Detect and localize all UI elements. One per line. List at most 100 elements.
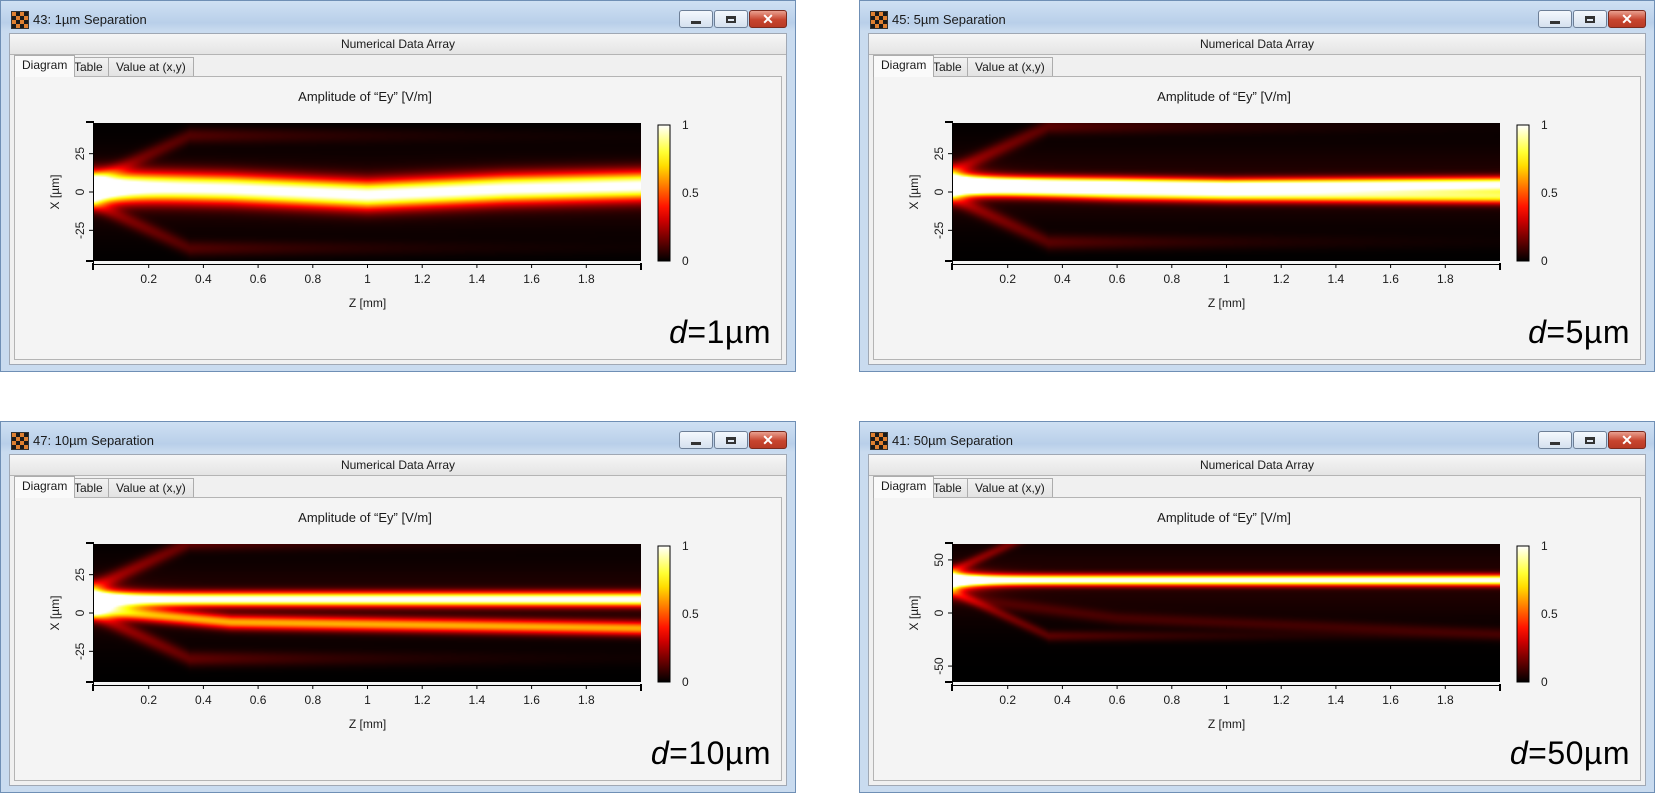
plot-title: Amplitude of “Ey” [V/m] [1157,510,1291,525]
maximize-icon [726,436,736,444]
colorbar-tick-label: 0 [682,254,689,268]
tab-diagram[interactable]: Diagram [14,55,76,77]
plot-title: Amplitude of “Ey” [V/m] [1157,89,1291,104]
heatmap-plot[interactable]: 0.2 0.4 0.6 0.8 1 1.2 1.4 1.6 1.8 Z [mm] 25 0 -25 X [… [15,77,785,367]
plot-title: Amplitude of “Ey” [V/m] [298,510,432,525]
separation-value: =50µm [1528,735,1630,771]
colorbar: 10.50 [1516,539,1558,689]
x-tick-label: 1.8 [578,272,595,286]
colorbar-tick-label: 0 [682,675,689,689]
tab-diagram[interactable]: Diagram [873,55,935,77]
x-tick-label: 1.2 [1273,693,1290,707]
x-tick-label: 1.2 [1273,272,1290,286]
close-button[interactable]: ✕ [749,431,787,449]
x-tick-label: 1.6 [523,693,540,707]
window-title: 45: 5µm Separation [892,12,1006,27]
x-axis-label: Z [mm] [1208,717,1245,731]
window-1um-separation: 43: 1µm Separation ✕ Numerical Data Arra… [0,0,796,372]
x-axis-label: Z [mm] [1208,296,1245,310]
maximize-button[interactable] [714,431,748,449]
x-tick-label: 0.8 [304,272,321,286]
close-button[interactable]: ✕ [1608,10,1646,28]
separation-variable: d [1528,314,1547,350]
title-bar[interactable]: 47: 10µm Separation ✕ [1,422,795,458]
colorbar-tick-label: 1 [682,539,689,553]
tab-value-at-xy[interactable]: Value at (x,y) [108,478,194,498]
y-tick-label: -25 [932,221,946,239]
y-tick-label: 0 [73,609,87,616]
separation-value: =5µm [1546,314,1630,350]
x-tick-label: 1.6 [1382,272,1399,286]
maximize-icon [726,15,736,23]
minimize-button[interactable] [1538,431,1572,449]
diagram-panel: Amplitude of “Ey” [V/m] 0.2 0.4 0.6 0.8 1 1.2… [873,76,1641,360]
close-button[interactable]: ✕ [1608,431,1646,449]
minimize-icon [1550,20,1560,24]
y-tick-label: 25 [932,147,946,161]
minimize-button[interactable] [679,431,713,449]
tab-value-at-xy[interactable]: Value at (x,y) [967,478,1053,498]
y-tick-label: 25 [73,147,87,161]
heatmap-plot[interactable]: 0.2 0.4 0.6 0.8 1 1.2 1.4 1.6 1.8 Z [mm] 25 0 -25 X [… [15,498,785,788]
colorbar: 10.50 [1516,118,1558,268]
heatmap-image [953,544,1500,682]
colorbar-tick-label: 1 [682,118,689,132]
title-bar[interactable]: 41: 50µm Separation ✕ [860,422,1654,458]
axes: 0.2 0.4 0.6 0.8 1 1.2 1.4 1.6 1.8 Z [mm] 25 0 -25 X [… [48,121,642,310]
tab-diagram[interactable]: Diagram [873,476,935,498]
heatmap-plot[interactable]: 0.2 0.4 0.6 0.8 1 1.2 1.4 1.6 1.8 Z [mm] 50 0 -50 X [… [874,498,1644,788]
minimize-icon [1550,441,1560,445]
heatmap-plot[interactable]: 0.2 0.4 0.6 0.8 1 1.2 1.4 1.6 1.8 Z [mm] 25 0 -25 X [… [874,77,1644,367]
x-tick-label: 1.4 [1328,272,1345,286]
y-tick-label: 0 [932,609,946,616]
title-bar[interactable]: 45: 5µm Separation ✕ [860,1,1654,37]
x-tick-label: 1 [1223,272,1230,286]
minimize-button[interactable] [1538,10,1572,28]
tab-value-at-xy[interactable]: Value at (x,y) [967,57,1053,77]
separation-label: d=50µm [1510,735,1630,772]
heatmap-image [94,123,641,261]
axes: 0.2 0.4 0.6 0.8 1 1.2 1.4 1.6 1.8 Z [mm] 25 0 -25 X [… [907,121,1501,310]
close-button[interactable]: ✕ [749,10,787,28]
y-tick-label: 0 [73,188,87,195]
maximize-icon [1585,436,1595,444]
window-10um-separation: 47: 10µm Separation ✕ Numerical Data Arr… [0,421,796,793]
section-title: Numerical Data Array [869,455,1645,476]
x-axis-label: Z [mm] [349,296,386,310]
x-tick-label: 1.8 [578,693,595,707]
close-icon: ✕ [762,432,774,448]
title-bar[interactable]: 43: 1µm Separation ✕ [1,1,795,37]
x-tick-label: 0.4 [1054,693,1071,707]
maximize-button[interactable] [1573,431,1607,449]
diagram-panel: Amplitude of “Ey” [V/m] 0.2 0.4 0.6 0.8 1 1.2… [873,497,1641,781]
app-icon [870,11,888,29]
y-axis-label: X [µm] [48,175,62,210]
app-icon [11,432,29,450]
diagram-panel: Amplitude of “Ey” [V/m] 0.2 0.4 0.6 0.8 1 1.2… [14,497,782,781]
x-tick-label: 0.2 [999,693,1016,707]
x-tick-label: 0.6 [250,693,267,707]
window-title: 43: 1µm Separation [33,12,147,27]
x-tick-label: 0.8 [1163,272,1180,286]
window-body: Numerical Data Array Diagram Table Value… [9,33,787,365]
maximize-button[interactable] [1573,10,1607,28]
axes: 0.2 0.4 0.6 0.8 1 1.2 1.4 1.6 1.8 Z [mm] 50 0 -50 X [… [907,542,1501,731]
x-tick-label: 1.8 [1437,693,1454,707]
separation-value: =1µm [687,314,771,350]
app-icon [870,432,888,450]
x-tick-label: 0.2 [140,693,157,707]
separation-variable: d [1509,735,1529,771]
tab-diagram[interactable]: Diagram [14,476,76,498]
minimize-button[interactable] [679,10,713,28]
maximize-icon [1585,15,1595,23]
x-tick-label: 0.2 [140,272,157,286]
separation-value: =10µm [669,735,771,771]
tab-value-at-xy[interactable]: Value at (x,y) [108,57,194,77]
separation-variable: d [650,735,670,771]
maximize-button[interactable] [714,10,748,28]
x-tick-label: 0.2 [999,272,1016,286]
window-body: Numerical Data Array Diagram Table Value… [868,454,1646,786]
colorbar: 10.50 [657,118,699,268]
x-tick-label: 1.4 [1328,693,1345,707]
tab-table[interactable]: Table [925,57,970,77]
